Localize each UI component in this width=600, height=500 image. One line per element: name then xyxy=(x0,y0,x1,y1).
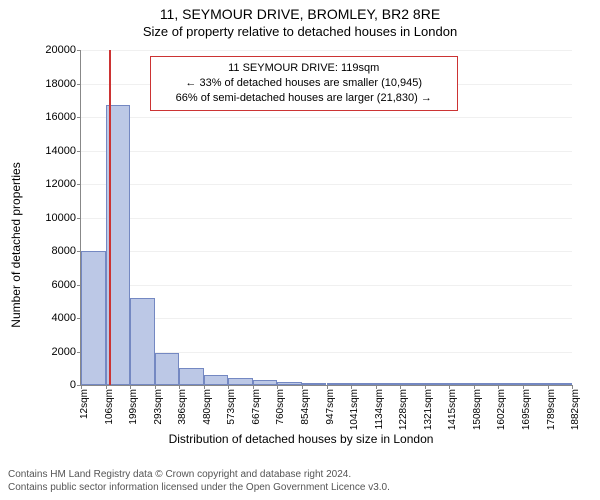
ytick-label: 16000 xyxy=(45,111,81,123)
xtick-label: 480sqm xyxy=(202,389,213,425)
histogram-bar xyxy=(155,353,179,385)
xtick-label: 1415sqm xyxy=(447,389,458,430)
histogram-bar xyxy=(302,383,326,386)
page-subtitle: Size of property relative to detached ho… xyxy=(0,22,600,39)
xtick-label: 760sqm xyxy=(275,389,286,425)
xtick-label: 1228sqm xyxy=(398,389,409,430)
histogram-bar xyxy=(253,380,277,385)
histogram-bar xyxy=(228,378,253,385)
gridline xyxy=(81,184,572,185)
histogram-bar xyxy=(179,368,204,385)
ytick-label: 4000 xyxy=(52,312,81,324)
histogram-bar xyxy=(130,298,155,385)
xtick-label: 199sqm xyxy=(128,389,139,425)
property-marker-line xyxy=(109,50,111,385)
gridline xyxy=(81,218,572,219)
ytick-label: 18000 xyxy=(45,78,81,90)
ytick-label: 10000 xyxy=(45,212,81,224)
xtick-label: 106sqm xyxy=(104,389,115,425)
ytick-label: 12000 xyxy=(45,178,81,190)
xtick-label: 293sqm xyxy=(153,389,164,425)
histogram-bar xyxy=(548,383,572,385)
ytick-label: 20000 xyxy=(45,44,81,56)
gridline xyxy=(81,117,572,118)
xtick-label: 854sqm xyxy=(300,389,311,425)
histogram-chart: Number of detached properties 0200040006… xyxy=(24,46,578,444)
histogram-bar xyxy=(376,383,401,385)
footer-line-2: Contains public sector information licen… xyxy=(8,481,592,494)
xtick-label: 1882sqm xyxy=(570,389,581,430)
attribution-footer: Contains HM Land Registry data © Crown c… xyxy=(0,464,600,500)
gridline xyxy=(81,151,572,152)
xtick-label: 1041sqm xyxy=(349,389,360,430)
xtick-label: 1321sqm xyxy=(423,389,434,430)
histogram-bar xyxy=(425,383,450,385)
callout-line-smaller: ← 33% of detached houses are smaller (10… xyxy=(159,76,449,91)
gridline xyxy=(81,251,572,252)
histogram-bar xyxy=(400,383,424,385)
gridline xyxy=(81,285,572,286)
ytick-label: 2000 xyxy=(52,346,81,358)
histogram-bar xyxy=(327,383,352,385)
callout-line-larger: 66% of semi-detached houses are larger (… xyxy=(159,91,449,106)
xtick-label: 1789sqm xyxy=(546,389,557,430)
histogram-bar xyxy=(449,383,473,385)
property-callout-box: 11 SEYMOUR DRIVE: 119sqm ← 33% of detach… xyxy=(150,56,458,111)
histogram-bar xyxy=(204,375,228,385)
xtick-label: 667sqm xyxy=(251,389,262,425)
xtick-label: 1695sqm xyxy=(521,389,532,430)
histogram-bar xyxy=(351,383,375,385)
xtick-label: 1602sqm xyxy=(496,389,507,430)
xtick-label: 386sqm xyxy=(177,389,188,425)
x-axis-label: Distribution of detached houses by size … xyxy=(169,432,434,446)
plot-area: 0200040006000800010000120001400016000180… xyxy=(80,50,572,386)
xtick-label: 1508sqm xyxy=(472,389,483,430)
callout-line-property: 11 SEYMOUR DRIVE: 119sqm xyxy=(159,61,449,76)
footer-line-1: Contains HM Land Registry data © Crown c… xyxy=(8,468,592,481)
y-axis-label: Number of detached properties xyxy=(9,162,23,327)
ytick-label: 8000 xyxy=(52,245,81,257)
histogram-bar xyxy=(474,383,499,385)
xtick-label: 12sqm xyxy=(79,389,90,419)
gridline xyxy=(81,50,572,51)
xtick-label: 1134sqm xyxy=(374,389,385,429)
histogram-bar xyxy=(498,383,522,385)
histogram-bar xyxy=(81,251,106,385)
xtick-label: 573sqm xyxy=(226,389,237,425)
histogram-bar xyxy=(523,383,548,385)
page-title-address: 11, SEYMOUR DRIVE, BROMLEY, BR2 8RE xyxy=(0,0,600,22)
ytick-label: 6000 xyxy=(52,279,81,291)
ytick-label: 14000 xyxy=(45,145,81,157)
histogram-bar xyxy=(277,382,302,385)
xtick-label: 947sqm xyxy=(325,389,336,425)
